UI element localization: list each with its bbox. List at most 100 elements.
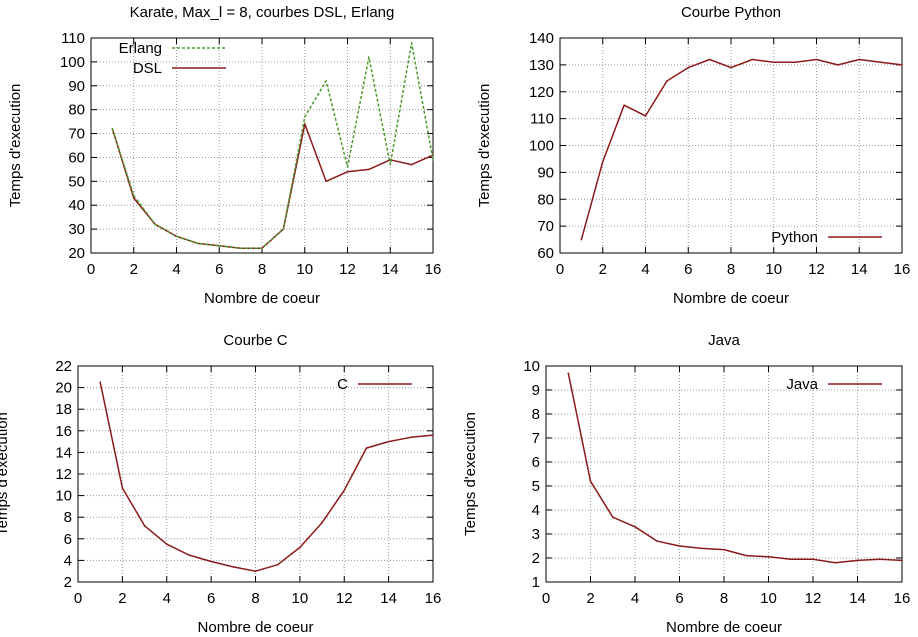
y-tick-label: 90 [537, 164, 554, 181]
x-tick-label: 6 [675, 590, 683, 607]
y-tick-label: 100 [529, 138, 554, 155]
x-tick-label: 2 [118, 590, 126, 607]
x-tick-label: 8 [251, 590, 259, 607]
data-point [365, 447, 368, 449]
data-point [878, 558, 881, 560]
y-tick-label: 110 [530, 111, 554, 128]
data-point [321, 521, 323, 524]
data-point [666, 80, 668, 82]
data-point [218, 245, 221, 247]
data-point [901, 64, 903, 66]
x-tick-label: 14 [382, 261, 399, 278]
series-line-c [99, 382, 434, 572]
y-axis-label: Temps d'execution [462, 412, 479, 536]
y-tick-label: 70 [68, 126, 85, 143]
data-point [197, 242, 199, 245]
x-tick-label: 2 [599, 261, 607, 278]
data-point [410, 436, 412, 439]
x-axis-label: Nombre de coeur [673, 290, 789, 307]
data-point [580, 238, 583, 241]
x-tick-label: 4 [641, 261, 649, 278]
x-tick-label: 12 [336, 590, 353, 607]
data-point [601, 160, 604, 163]
x-tick-label: 8 [727, 261, 735, 278]
data-point [368, 56, 370, 58]
data-point [325, 180, 327, 183]
data-point [611, 516, 614, 518]
data-point [879, 61, 882, 63]
series-line-java [567, 373, 903, 564]
chart-title: Courbe Python [681, 4, 781, 21]
x-tick-label: 4 [631, 590, 639, 607]
y-tick-label: 60 [68, 149, 85, 166]
x-tick-label: 14 [851, 261, 868, 278]
data-point [432, 434, 434, 436]
data-point [812, 558, 814, 560]
x-tick-label: 4 [163, 590, 171, 607]
x-tick-label: 12 [339, 261, 356, 278]
y-tick-label: 110 [61, 30, 85, 47]
x-tick-label: 8 [720, 590, 728, 607]
x-tick-label: 6 [215, 261, 223, 278]
data-point [346, 166, 349, 168]
data-point [343, 489, 346, 492]
data-point [239, 247, 242, 250]
y-tick-label: 8 [64, 509, 72, 526]
legend-label: C [337, 376, 348, 393]
y-tick-label: 8 [532, 406, 540, 423]
y-tick-label: 1 [532, 574, 540, 591]
y-tick-label: 130 [529, 57, 554, 74]
y-tick-label: 18 [55, 401, 72, 418]
data-point [276, 563, 279, 566]
x-tick-label: 14 [849, 590, 866, 607]
legend-label: Java [786, 376, 818, 393]
data-point [432, 159, 434, 161]
data-point [99, 381, 101, 384]
y-tick-label: 20 [55, 380, 72, 397]
data-point [410, 41, 413, 44]
data-point [368, 168, 370, 171]
x-tick-label: 0 [556, 261, 564, 278]
data-point [346, 170, 349, 173]
y-tick-label: 60 [537, 245, 554, 262]
y-tick-label: 6 [532, 454, 540, 471]
data-point [856, 559, 859, 562]
x-tick-label: 16 [894, 261, 911, 278]
data-point [837, 64, 839, 66]
x-tick-label: 16 [425, 590, 442, 607]
data-point [858, 58, 861, 61]
y-tick-label: 2 [532, 550, 540, 567]
legend-label: Erlang [119, 40, 162, 57]
y-tick-label: 4 [64, 552, 72, 569]
y-tick-label: 10 [55, 488, 72, 505]
x-tick-label: 6 [207, 590, 215, 607]
data-point [232, 566, 235, 568]
y-tick-label: 70 [537, 218, 554, 235]
y-tick-label: 7 [532, 430, 540, 447]
data-point [410, 163, 413, 166]
data-point [815, 58, 818, 61]
y-axis-label: Temps d'execution [7, 84, 24, 208]
y-axis-label: Temps d'execution [0, 412, 11, 536]
data-point [772, 61, 775, 63]
x-tick-label: 16 [425, 261, 442, 278]
y-tick-label: 50 [68, 173, 85, 190]
data-point [687, 66, 690, 69]
x-tick-label: 12 [808, 261, 825, 278]
data-point [299, 546, 301, 549]
chart-panel-2: Courbe Python 0 2 4 6 8 10 12 14 16 60 70 80 90 100 110… [476, 4, 910, 307]
data-point [132, 197, 135, 199]
data-point [389, 163, 392, 166]
x-tick-label: 16 [894, 590, 911, 607]
data-point [132, 194, 135, 197]
y-tick-label: 140 [529, 30, 554, 47]
y-tick-label: 2 [64, 574, 72, 591]
legend-label: Python [771, 229, 818, 246]
data-point [143, 525, 146, 527]
data-point [901, 559, 903, 562]
data-point [254, 570, 257, 572]
x-tick-label: 0 [87, 261, 95, 278]
